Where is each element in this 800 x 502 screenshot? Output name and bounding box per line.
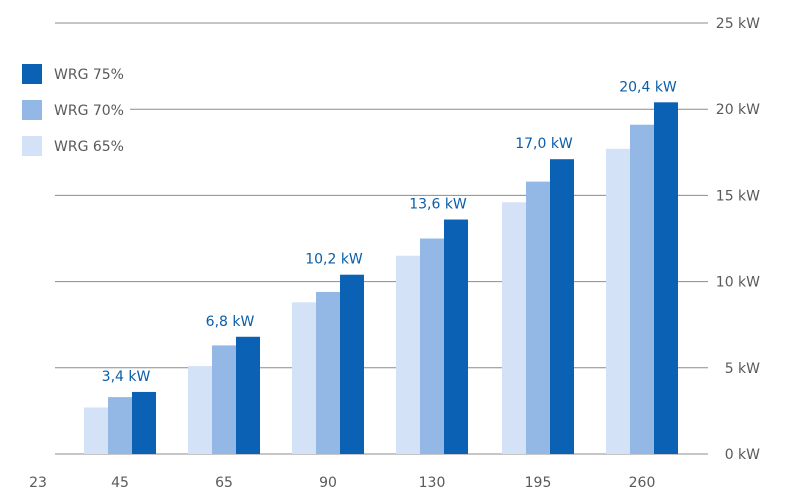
legend-swatch <box>22 136 42 156</box>
x-axis-ticks: 45 65 90 130 195 260 23 <box>29 475 655 491</box>
bar <box>526 181 550 454</box>
legend-label: WRG 65% <box>54 139 124 155</box>
legend-label: WRG 70% <box>54 103 124 119</box>
y-tick-label: 20 kW <box>716 102 760 118</box>
x-tick-label: 65 <box>215 475 233 491</box>
legend-swatch <box>22 64 42 84</box>
x-tick-label: 90 <box>319 475 337 491</box>
bar <box>188 366 212 454</box>
y-tick-label: 5 kW <box>725 361 760 377</box>
bar <box>420 238 444 454</box>
bar <box>236 336 260 454</box>
y-tick-label: 25 kW <box>716 16 760 32</box>
x-tick-label: 195 <box>525 475 552 491</box>
x-tick-label: 23 <box>29 475 47 491</box>
bar <box>340 274 364 454</box>
bar <box>550 159 574 455</box>
bar <box>606 148 630 455</box>
bar <box>502 202 526 454</box>
bar <box>654 102 678 454</box>
bar <box>444 219 468 454</box>
bar <box>396 255 420 454</box>
legend-swatch <box>22 100 42 120</box>
x-tick-label: 130 <box>419 475 446 491</box>
y-tick-label: 15 kW <box>716 188 760 204</box>
data-label: 20,4 kW <box>619 79 677 95</box>
bar <box>630 124 654 454</box>
legend-label: WRG 75% <box>54 67 124 83</box>
x-tick-label: 260 <box>629 475 656 491</box>
data-label: 6,8 kW <box>206 314 255 330</box>
data-label: 17,0 kW <box>515 136 573 152</box>
x-tick-label: 45 <box>111 475 129 491</box>
bars <box>84 102 678 455</box>
data-label: 3,4 kW <box>102 369 151 385</box>
data-label: 13,6 kW <box>409 197 467 213</box>
bar <box>292 302 316 454</box>
data-labels: 3,4 kW 6,8 kW 10,2 kW 13,6 kW 17,0 kW 20,4 kW <box>102 79 677 385</box>
gridlines <box>55 22 708 455</box>
bar <box>108 397 132 454</box>
data-label: 10,2 kW <box>305 252 363 268</box>
y-tick-label: 0 kW <box>725 447 760 463</box>
bar <box>316 291 340 454</box>
y-axis-ticks: 0 kW 5 kW 10 kW 15 kW 20 kW 25 kW <box>716 16 760 463</box>
bar <box>212 345 236 454</box>
legend: WRG 75% WRG 70% WRG 65% <box>18 58 130 158</box>
bar <box>84 407 108 454</box>
bar <box>132 391 156 454</box>
y-tick-label: 10 kW <box>716 275 760 291</box>
